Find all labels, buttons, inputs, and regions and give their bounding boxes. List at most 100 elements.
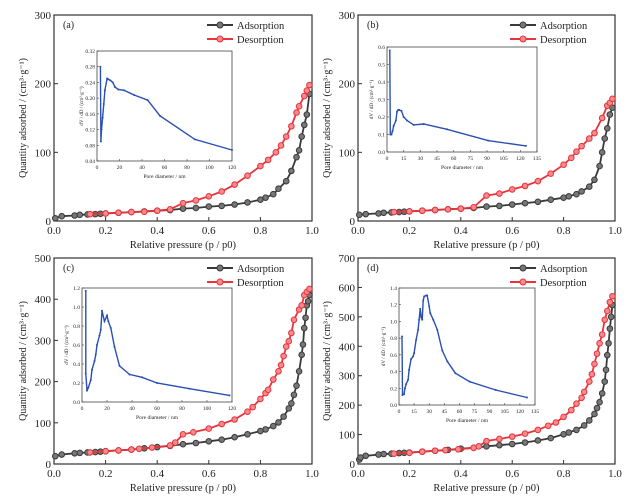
data-point-adsorption bbox=[51, 214, 59, 222]
data-point-adsorption bbox=[275, 419, 282, 426]
x-tick-label: 1.0 bbox=[305, 225, 319, 237]
data-point-adsorption bbox=[244, 431, 251, 438]
inset-line bbox=[99, 66, 233, 151]
inset-data-point bbox=[494, 388, 497, 391]
inset-y-tick-label: 0.2 bbox=[73, 381, 80, 387]
inset-data-point bbox=[141, 376, 143, 379]
y-tick-label: 300 bbox=[339, 371, 356, 383]
data-point-desorption bbox=[406, 208, 413, 215]
data-point-adsorption bbox=[205, 203, 213, 210]
inset-frame bbox=[81, 287, 233, 403]
data-point-adsorption bbox=[483, 203, 490, 210]
data-point-desorption bbox=[102, 210, 109, 217]
data-point-adsorption bbox=[192, 204, 200, 212]
data-point-adsorption bbox=[483, 443, 490, 450]
data-point-desorption bbox=[179, 431, 187, 438]
x-tick-label: 0.2 bbox=[403, 225, 417, 237]
inset-y-tick-label: 0.0 bbox=[73, 400, 80, 406]
inset-x-tick-label: 135 bbox=[531, 409, 540, 415]
inset-data-point bbox=[193, 138, 196, 141]
inset-data-point bbox=[404, 387, 407, 390]
inset-data-point bbox=[84, 289, 87, 292]
inset-x-tick-label: 120 bbox=[516, 156, 525, 162]
inset-data-point bbox=[99, 140, 102, 143]
data-point-adsorption bbox=[573, 426, 580, 434]
data-point-desorption bbox=[431, 206, 439, 214]
inset-data-point bbox=[133, 94, 136, 96]
data-point-desorption bbox=[295, 103, 303, 110]
inset-y-tick-label: 0.2 bbox=[378, 115, 385, 121]
data-point-adsorption bbox=[606, 111, 614, 118]
data-point-adsorption bbox=[218, 202, 225, 210]
data-point-adsorption bbox=[534, 198, 542, 206]
inset-data-point bbox=[128, 373, 131, 376]
inset-data-point bbox=[487, 139, 490, 142]
data-point-adsorption bbox=[262, 426, 269, 433]
inset-x-tick-label: 120 bbox=[228, 165, 237, 171]
inset-data-point bbox=[86, 389, 88, 392]
data-point-adsorption bbox=[586, 417, 593, 424]
y-tick-label: 200 bbox=[339, 400, 356, 412]
data-point-desorption bbox=[390, 208, 398, 216]
legend-marker bbox=[216, 21, 224, 29]
inset-y-tick-label: 0.2 bbox=[390, 386, 397, 392]
inset-x-tick-label: 0 bbox=[398, 409, 401, 415]
plot-frame bbox=[53, 257, 313, 465]
legend-label: Adsorption bbox=[237, 264, 285, 275]
data-point-desorption bbox=[406, 449, 413, 457]
data-point-desorption bbox=[290, 316, 298, 324]
inset-y-tick-label: 0.0 bbox=[378, 150, 385, 156]
y-tick-label: 200 bbox=[35, 377, 52, 389]
data-point-adsorption bbox=[262, 194, 269, 201]
data-point-adsorption bbox=[565, 192, 573, 200]
inset-data-point bbox=[401, 335, 404, 338]
y-axis-label: Quantity adsorbed / (cm³·g⁻¹) bbox=[18, 58, 29, 178]
data-point-adsorption bbox=[591, 410, 598, 418]
panel-label: (b) bbox=[367, 20, 379, 31]
inset-x-tick-label: 45 bbox=[434, 156, 440, 162]
data-point-adsorption bbox=[231, 433, 238, 441]
inset-data-point bbox=[410, 358, 413, 361]
inset-x-tick-label: 20 bbox=[117, 165, 123, 171]
plot-frame bbox=[357, 257, 616, 465]
data-point-adsorption bbox=[179, 440, 187, 448]
inset-data-point bbox=[422, 123, 425, 125]
inset-data-point bbox=[103, 320, 106, 323]
data-point-desorption bbox=[418, 207, 426, 214]
inset-data-point bbox=[107, 78, 110, 81]
data-point-desorption bbox=[454, 445, 462, 453]
inset-x-tick-label: 90 bbox=[487, 409, 493, 415]
inset-x-tick-label: 40 bbox=[129, 406, 135, 412]
y-tick-label: 0 bbox=[350, 216, 356, 228]
x-axis-label: Relative pressure (p / p0) bbox=[433, 483, 540, 494]
inset-y-tick-label: 1.2 bbox=[73, 286, 80, 292]
inset-data-point bbox=[91, 368, 93, 371]
data-point-adsorption bbox=[288, 167, 295, 175]
y-tick-label: 100 bbox=[339, 147, 356, 159]
data-point-desorption bbox=[115, 209, 122, 217]
y-tick-label: 300 bbox=[35, 335, 52, 347]
inset-y-tick-label: 0.8 bbox=[73, 324, 80, 330]
inset-data-point bbox=[114, 86, 116, 89]
inset-data-point bbox=[99, 328, 102, 331]
inset-data-point bbox=[388, 49, 391, 52]
y-tick-label: 500 bbox=[35, 253, 52, 265]
data-point-desorption bbox=[300, 92, 308, 100]
inset-x-axis-label: Pore diameter / nm bbox=[136, 415, 179, 421]
data-point-adsorption bbox=[496, 441, 503, 449]
data-point-adsorption bbox=[51, 452, 59, 460]
inset-y-tick-label: 0.4 bbox=[390, 370, 397, 376]
data-point-adsorption bbox=[602, 366, 610, 374]
x-tick-label: 0.4 bbox=[454, 468, 468, 480]
data-point-adsorption bbox=[580, 422, 588, 429]
inset-y-tick-label: 0.6 bbox=[378, 45, 385, 51]
inset-x-tick-label: 90 bbox=[484, 156, 490, 162]
data-point-desorption bbox=[544, 422, 552, 430]
data-point-desorption bbox=[244, 408, 251, 415]
data-point-desorption bbox=[483, 437, 490, 445]
y-tick-label: 100 bbox=[339, 430, 356, 442]
inset-data-point bbox=[107, 320, 110, 323]
inset-data-point bbox=[102, 103, 105, 106]
data-point-adsorption bbox=[192, 439, 200, 447]
data-point-desorption bbox=[153, 207, 161, 214]
